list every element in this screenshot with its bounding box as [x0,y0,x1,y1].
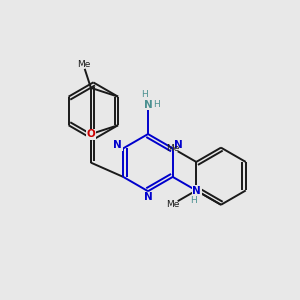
Text: Me: Me [77,60,90,69]
Text: H: H [153,100,159,109]
Text: N: N [144,193,152,202]
Text: N: N [113,140,122,150]
Text: Me: Me [166,144,179,153]
Text: N: N [174,140,183,150]
Text: N: N [144,100,152,110]
Text: H: H [141,90,148,99]
Text: Me: Me [166,200,179,208]
Text: N: N [192,186,201,196]
Text: O: O [86,129,95,139]
Text: H: H [190,196,197,205]
